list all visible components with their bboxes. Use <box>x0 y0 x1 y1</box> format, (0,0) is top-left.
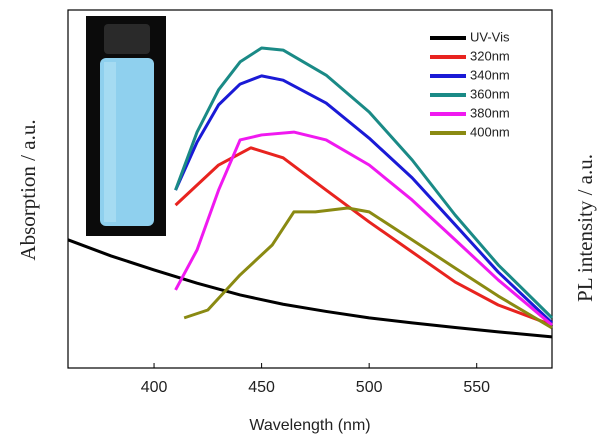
inset-photo <box>86 16 166 236</box>
x-axis-label: Wavelength (nm) <box>249 417 370 434</box>
x-tick-label: 400 <box>141 379 168 396</box>
line <box>184 208 552 328</box>
legend-label: UV-Vis <box>470 29 510 44</box>
line <box>68 240 552 337</box>
legend-label: 360nm <box>470 86 510 101</box>
y-axis-label: Absorption / a.u. <box>16 119 40 260</box>
chart: Absorption / a.u. PL intensity / a.u. Wa… <box>0 0 601 440</box>
line <box>176 132 552 325</box>
legend-label: 380nm <box>470 105 510 120</box>
line <box>176 148 552 325</box>
legend-label: 340nm <box>470 67 510 82</box>
y2-axis-label: PL intensity / a.u. <box>573 154 597 302</box>
x-tick-label: 500 <box>356 379 383 396</box>
legend-label: 320nm <box>470 48 510 63</box>
x-tick-label: 450 <box>248 379 275 396</box>
legend-label: 400nm <box>470 124 510 139</box>
x-tick-label: 550 <box>463 379 490 396</box>
